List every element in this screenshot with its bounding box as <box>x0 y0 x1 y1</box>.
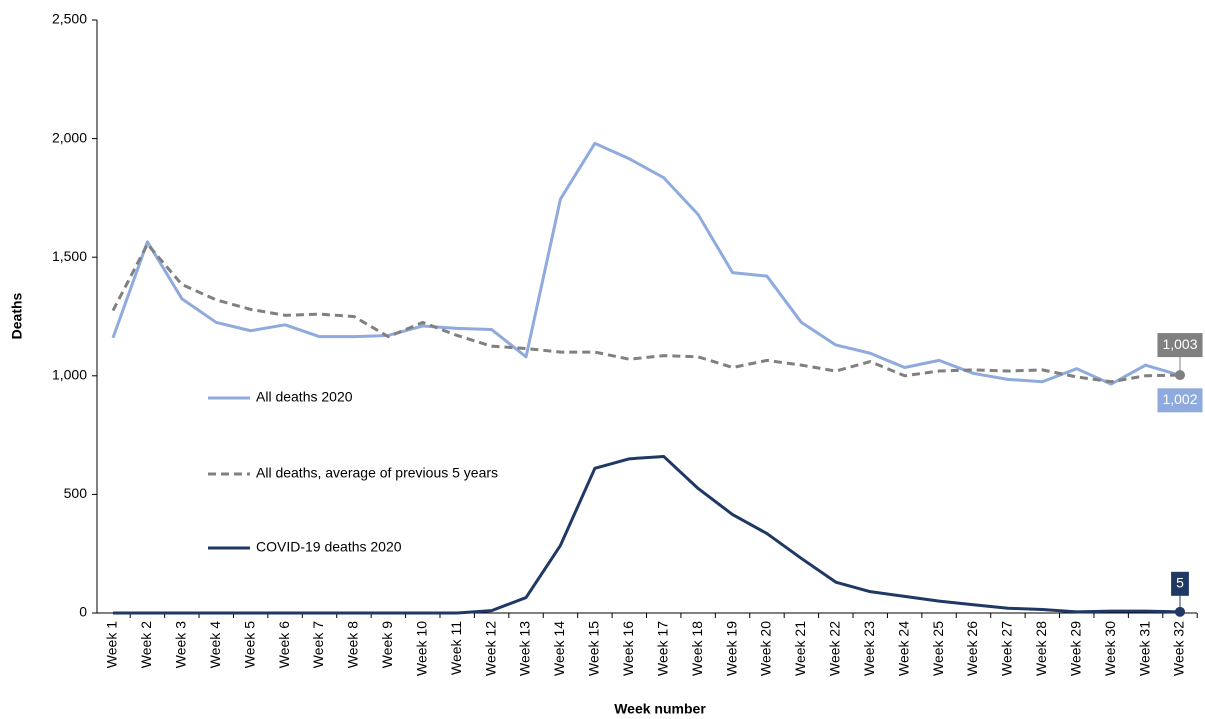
x-tick-label: Week 12 <box>482 621 498 676</box>
x-tick-label: Week 10 <box>413 621 429 676</box>
end-marker <box>1175 370 1185 381</box>
legend-label: COVID-19 deaths 2020 <box>256 539 402 555</box>
y-tick-label: 500 <box>64 485 88 501</box>
x-tick-label: Week 5 <box>241 621 257 668</box>
x-tick-label: Week 23 <box>861 621 877 676</box>
x-tick-label: Week 18 <box>689 621 705 676</box>
x-tick-label: Week 4 <box>207 621 223 668</box>
end-marker <box>1175 606 1185 617</box>
data-label-box <box>1157 333 1203 358</box>
x-tick-label: Week 17 <box>654 621 670 676</box>
x-tick-label: Week 6 <box>276 621 292 668</box>
x-tick-label: Week 29 <box>1067 621 1083 676</box>
x-tick-label: Week 11 <box>448 621 464 675</box>
x-tick-label: Week 20 <box>758 621 774 676</box>
y-axis-label: Deaths <box>9 292 25 339</box>
x-tick-label: Week 1 <box>104 621 120 668</box>
y-tick-label: 2,500 <box>52 11 87 27</box>
y-tick-label: 1,500 <box>52 248 87 264</box>
x-tick-label: Week 25 <box>930 621 946 676</box>
x-tick-label: Week 21 <box>792 621 808 676</box>
legend-label: All deaths, average of previous 5 years <box>256 465 498 481</box>
x-tick-label: Week 2 <box>138 621 154 668</box>
legend-label: All deaths 2020 <box>256 389 353 405</box>
x-axis-label: Week number <box>614 701 706 717</box>
line-series <box>111 141 1181 386</box>
data-label: 1,003 <box>1162 336 1197 352</box>
x-tick-label: Week 8 <box>345 621 361 668</box>
x-tick-label: Week 7 <box>310 621 326 668</box>
x-tick-label: Week 26 <box>964 621 980 676</box>
y-tick-label: 2,000 <box>52 129 87 145</box>
x-tick-label: Week 22 <box>827 621 843 676</box>
x-tick-label: Week 32 <box>1171 621 1187 676</box>
x-tick-label: Week 28 <box>1033 621 1049 676</box>
line-series <box>113 454 1181 615</box>
data-label-box <box>1171 571 1189 596</box>
line-series <box>111 242 1181 384</box>
x-tick-label: Week 15 <box>586 621 602 676</box>
data-label-box <box>1157 388 1203 413</box>
x-tick-label: Week 24 <box>895 621 911 676</box>
x-tick-label: Week 31 <box>1136 621 1152 676</box>
x-tick-label: Week 30 <box>1102 621 1118 676</box>
x-tick-label: Week 13 <box>517 621 533 676</box>
x-tick-label: Week 14 <box>551 621 567 676</box>
x-tick-label: Week 19 <box>723 621 739 676</box>
x-tick-label: Week 16 <box>620 621 636 676</box>
x-tick-label: Week 27 <box>999 621 1015 676</box>
y-tick-label: 1,000 <box>52 367 87 383</box>
y-tick-label: 0 <box>79 604 87 620</box>
data-label: 5 <box>1176 575 1184 591</box>
x-tick-label: Week 9 <box>379 621 395 668</box>
x-tick-label: Week 3 <box>173 621 189 668</box>
data-label: 1,002 <box>1162 391 1197 407</box>
